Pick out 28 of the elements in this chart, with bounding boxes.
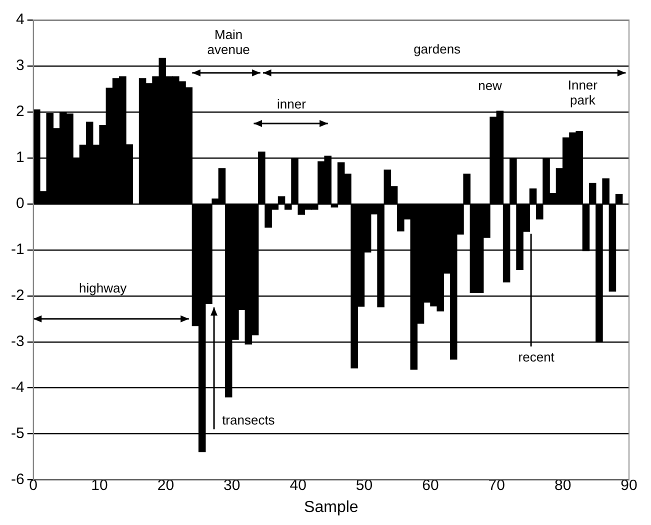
annotation: gardens bbox=[414, 41, 462, 56]
x-tick-label: 0 bbox=[29, 476, 38, 494]
y-tick-label: -3 bbox=[10, 333, 24, 350]
x-tick-label: 20 bbox=[157, 476, 174, 494]
x-tick-label: 60 bbox=[422, 476, 439, 494]
x-tick-label: 30 bbox=[224, 476, 240, 494]
x-tick-label: 10 bbox=[91, 476, 108, 494]
annotation: new bbox=[478, 78, 503, 94]
annotation: transects bbox=[222, 412, 276, 428]
y-tick-label: 4 bbox=[16, 11, 24, 28]
x-tick-label: 40 bbox=[290, 476, 306, 494]
annotation: Inner park bbox=[568, 78, 598, 108]
annotation: Main avenue bbox=[207, 27, 250, 58]
y-tick-label: 3 bbox=[16, 57, 24, 74]
y-tick-label: -6 bbox=[10, 470, 24, 488]
x-tick-label: 80 bbox=[554, 476, 572, 494]
y-tick-label: 2 bbox=[16, 103, 24, 120]
annotation: inner bbox=[276, 96, 307, 112]
annotation: highway bbox=[78, 280, 128, 296]
y-tick-label: -4 bbox=[10, 378, 24, 396]
y-tick-label: -2 bbox=[10, 287, 24, 304]
y-tick-label: -1 bbox=[10, 241, 24, 258]
y-tick-label: 1 bbox=[16, 149, 24, 166]
x-axis-title: Sample bbox=[304, 498, 358, 516]
y-tick-label: 0 bbox=[16, 195, 24, 212]
y-tick-label: -5 bbox=[10, 424, 24, 442]
x-tick-label: 90 bbox=[620, 476, 638, 494]
annotation: recent bbox=[518, 350, 555, 365]
